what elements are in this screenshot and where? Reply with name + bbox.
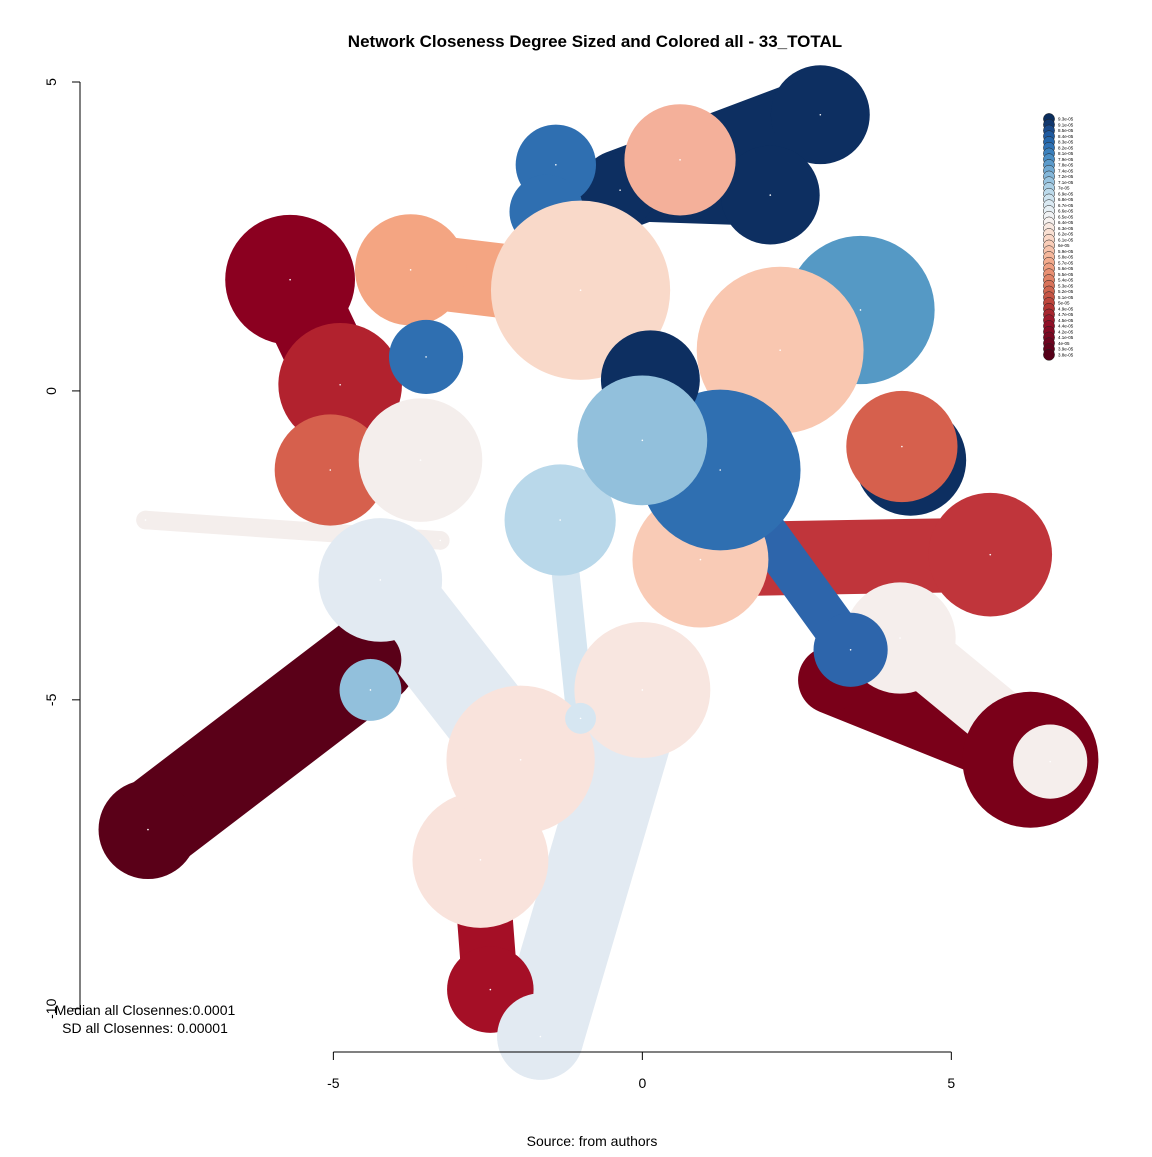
- node-center: [899, 637, 901, 639]
- legend-label: 4.9e-05: [1058, 306, 1074, 311]
- node-center: [555, 163, 557, 166]
- node-center: [329, 469, 332, 471]
- node-center: [144, 519, 147, 521]
- node-center: [989, 553, 992, 556]
- node-center: [901, 445, 903, 448]
- legend-label: 6.9e-05: [1058, 191, 1074, 196]
- y-tick-label: 5: [43, 78, 59, 86]
- node-center: [369, 689, 372, 691]
- node-center: [699, 558, 702, 561]
- legend-label: 6e-05: [1058, 243, 1070, 248]
- legend-label: 7.2e-05: [1058, 174, 1074, 179]
- legend-label: 8.3e-05: [1058, 140, 1074, 145]
- legend-label: 8.1e-05: [1058, 151, 1074, 156]
- legend-label: 6.4e-05: [1058, 220, 1074, 225]
- legend-label: 4.7e-05: [1058, 312, 1074, 317]
- annotation: Median all Closennes:0.0001: [55, 1002, 236, 1018]
- legend-label: 5e-05: [1058, 301, 1070, 306]
- legend-label: 3.9e-05: [1058, 347, 1074, 352]
- node-center: [619, 189, 621, 191]
- node-center: [289, 278, 291, 281]
- y-tick-label: -10: [43, 998, 59, 1018]
- legend-label: 5.4e-05: [1058, 278, 1074, 283]
- node-center: [779, 349, 781, 351]
- legend-label: 5.8e-05: [1058, 255, 1074, 260]
- legend-label: 5.6e-05: [1058, 266, 1074, 271]
- node-center: [641, 689, 644, 691]
- legend-label: 4.5e-05: [1058, 318, 1074, 323]
- y-tick-label: 0: [43, 387, 59, 395]
- node-center: [641, 439, 644, 442]
- legend-label: 6.6e-05: [1058, 209, 1074, 214]
- legend: 9.3e-059.1e-058.5e-058.4e-058.3e-058.2e-…: [1043, 113, 1074, 361]
- source-note: Source: from authors: [527, 1133, 658, 1149]
- legend-swatch: [1043, 348, 1055, 361]
- node-center: [147, 828, 149, 831]
- node-center: [859, 309, 862, 311]
- x-tick-label: -5: [327, 1075, 340, 1091]
- legend-label: 5.1e-05: [1058, 295, 1074, 300]
- legend-label: 7.1e-05: [1058, 180, 1074, 185]
- legend-label: 7.4e-05: [1058, 168, 1074, 173]
- node-center: [539, 1035, 542, 1038]
- legend-label: 9.1e-05: [1058, 122, 1074, 127]
- legend-label: 3.8e-05: [1058, 352, 1074, 357]
- legend-label: 6.2e-05: [1058, 232, 1074, 237]
- node-center: [1049, 760, 1052, 763]
- legend-label: 4.1e-05: [1058, 335, 1074, 340]
- node-center: [719, 469, 722, 471]
- legend-label: 9.3e-05: [1058, 117, 1074, 122]
- annotation: SD all Closennes: 0.00001: [62, 1020, 228, 1036]
- legend-label: 5.5e-05: [1058, 272, 1074, 277]
- node-center: [679, 159, 681, 161]
- legend-label: 8.2e-05: [1058, 145, 1074, 150]
- x-tick-label: 5: [947, 1075, 955, 1091]
- node-center: [489, 988, 492, 991]
- legend-label: 6.3e-05: [1058, 226, 1074, 231]
- legend-label: 4e-05: [1058, 341, 1070, 346]
- node-center: [849, 648, 852, 651]
- legend-label: 4.2e-05: [1058, 329, 1074, 334]
- node-center: [439, 539, 442, 542]
- legend-label: 8.4e-05: [1058, 134, 1074, 139]
- node-center: [819, 113, 822, 116]
- plot-area: [98, 65, 1099, 1080]
- legend-label: 5.9e-05: [1058, 249, 1074, 254]
- node-center: [559, 519, 561, 521]
- node-center: [579, 289, 582, 292]
- legend-label: 7.8e-05: [1058, 163, 1074, 168]
- legend-label: 5.3e-05: [1058, 283, 1074, 288]
- legend-label: 5.2e-05: [1058, 289, 1074, 294]
- x-tick-label: 0: [638, 1075, 646, 1091]
- legend-label: 5.7e-05: [1058, 260, 1074, 265]
- node-center: [519, 758, 522, 761]
- node-center: [425, 356, 427, 358]
- node-center: [479, 859, 482, 861]
- legend-label: 6.7e-05: [1058, 203, 1074, 208]
- legend-label: 7e-05: [1058, 186, 1070, 191]
- legend-label: 6.8e-05: [1058, 197, 1074, 202]
- node-center: [379, 579, 382, 581]
- node-center: [409, 269, 412, 271]
- node-center: [339, 383, 341, 386]
- chart-title: Network Closeness Degree Sized and Color…: [348, 32, 842, 51]
- node-center: [419, 459, 422, 461]
- legend-label: 4.4e-05: [1058, 324, 1074, 329]
- y-tick-label: -5: [43, 693, 59, 706]
- node-center: [769, 194, 772, 196]
- legend-label: 8.5e-05: [1058, 128, 1074, 133]
- node-center: [579, 717, 582, 720]
- legend-label: 6.5e-05: [1058, 214, 1074, 219]
- legend-label: 6.1e-05: [1058, 237, 1074, 242]
- legend-label: 7.9e-05: [1058, 157, 1074, 162]
